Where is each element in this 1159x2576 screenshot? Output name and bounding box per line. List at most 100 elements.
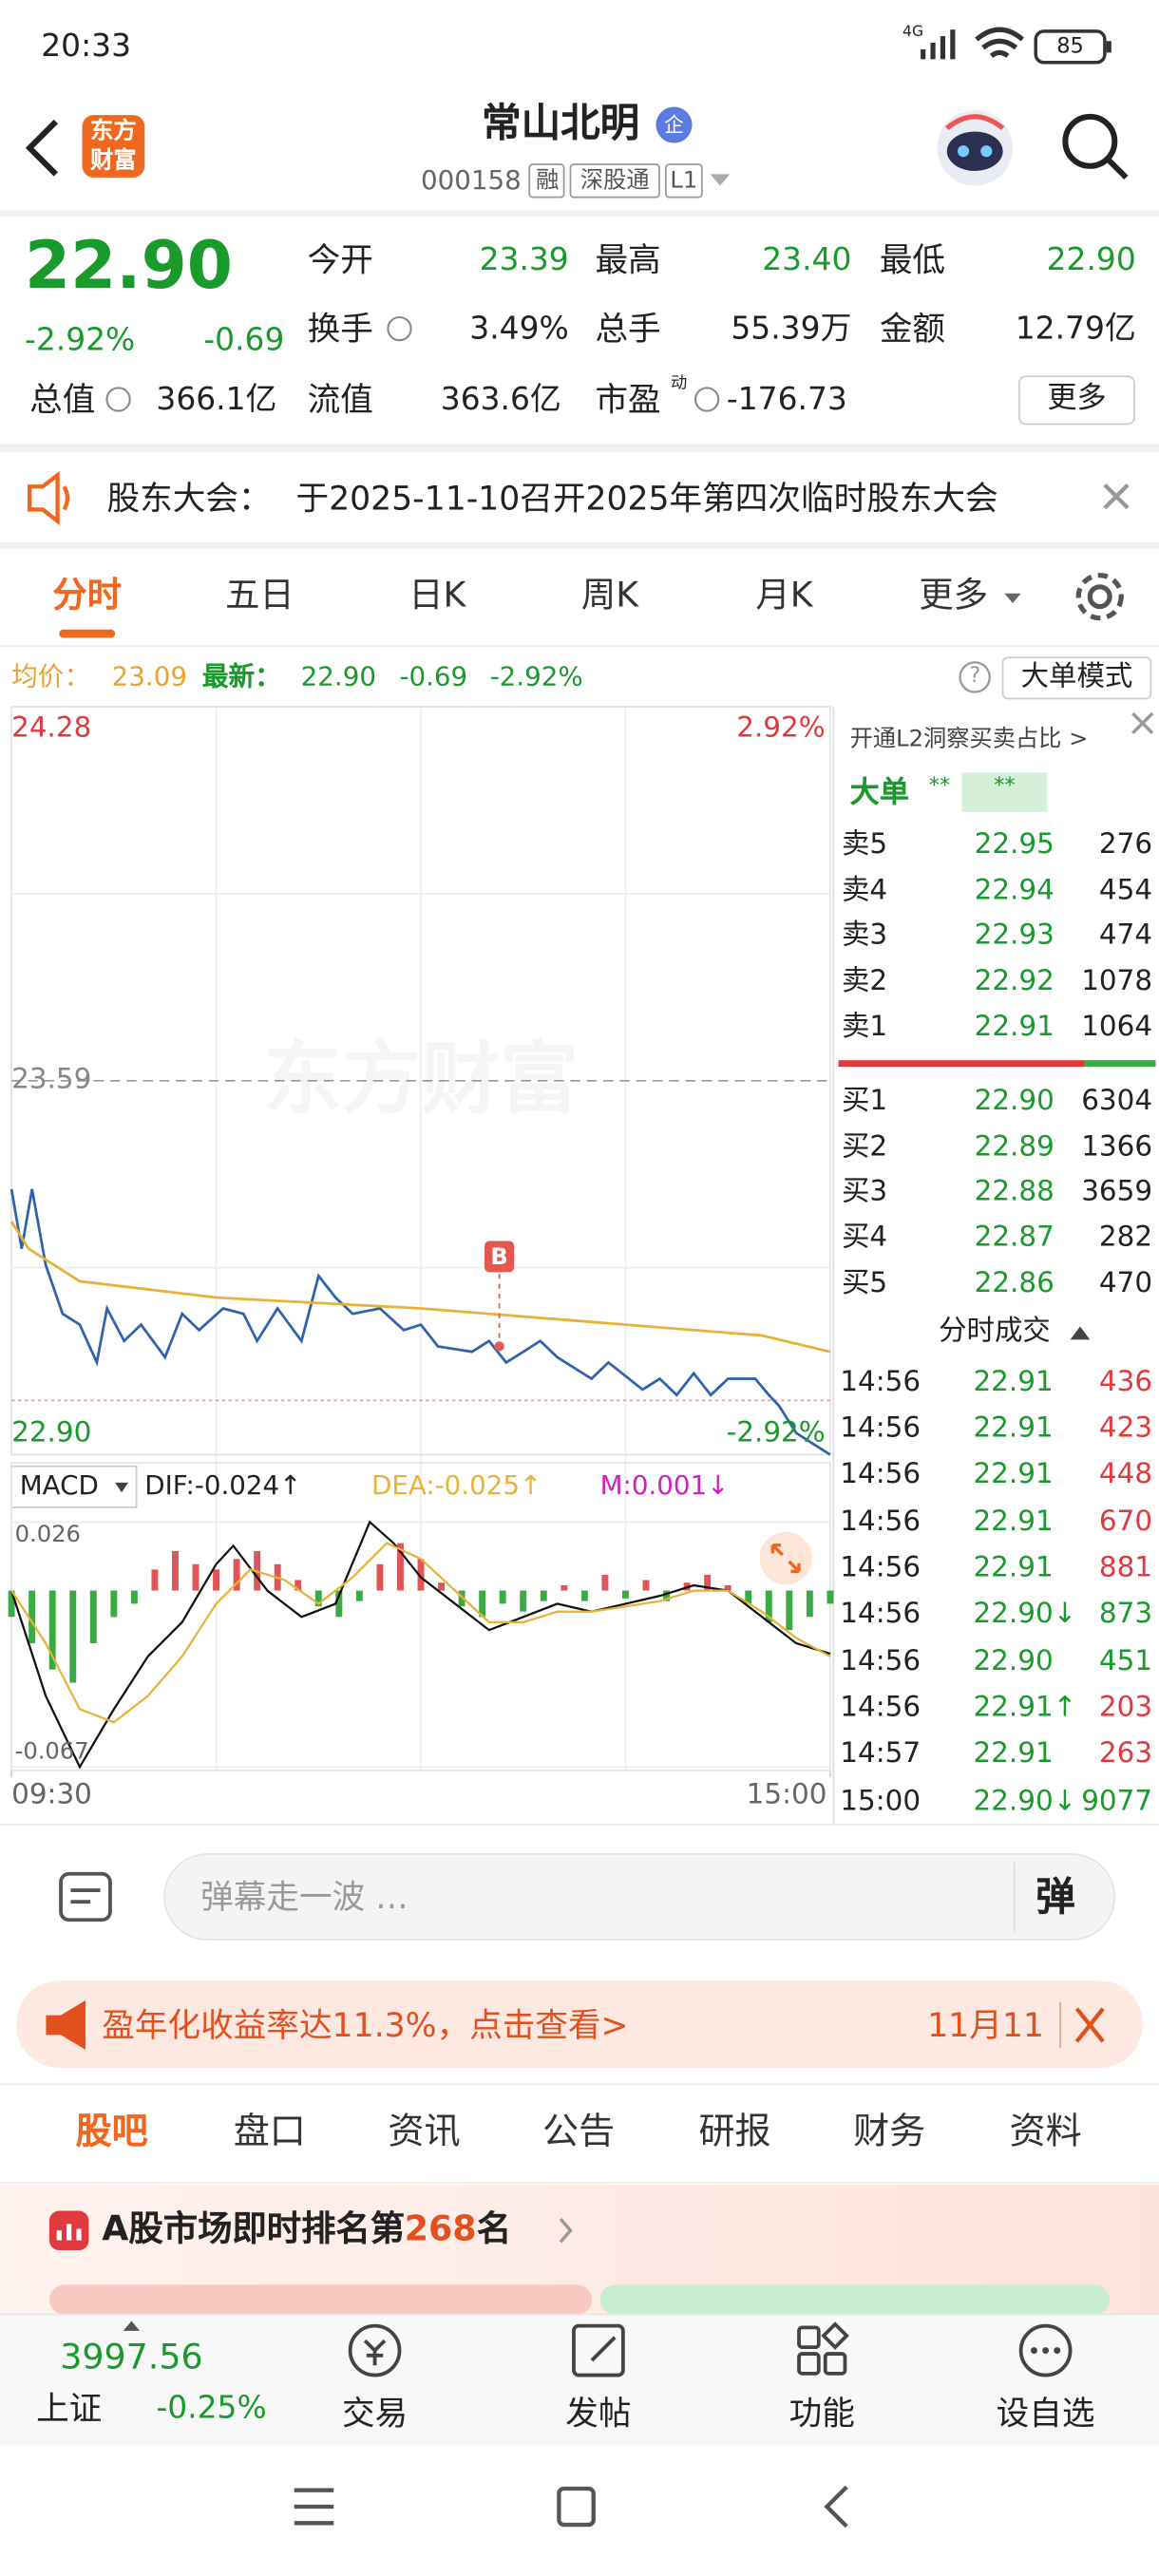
macd-bar xyxy=(397,1543,404,1591)
expand-button[interactable] xyxy=(759,1531,812,1585)
trade-price: 22.91 xyxy=(973,1365,1054,1399)
last-value: 22.90 xyxy=(300,661,376,693)
post-icon[interactable] xyxy=(572,2323,625,2377)
chart-tab[interactable]: 五日 xyxy=(225,576,294,616)
macd-legend: DIF:-0.024↑ xyxy=(144,1469,302,1502)
nav-item[interactable]: 设自选 xyxy=(996,2393,1095,2434)
notice-text[interactable]: 于2025-11-10召开2025年第四次临时股东大会 xyxy=(295,478,998,519)
index-name: 上证 xyxy=(36,2388,103,2428)
pe-type: 动 xyxy=(671,374,688,393)
chart-tab[interactable]: 周K xyxy=(580,576,639,616)
danmu-icon[interactable] xyxy=(59,1871,112,1923)
macd-bar xyxy=(642,1580,650,1591)
logo-text: 东方 xyxy=(90,117,137,144)
macd-bar xyxy=(438,1582,446,1591)
trade-volume: 436 xyxy=(1098,1365,1153,1399)
big-order-button[interactable] xyxy=(1001,656,1152,700)
notice-label: 股东大会： xyxy=(106,478,272,519)
trade-volume: 9077 xyxy=(1081,1784,1153,1818)
nav-item[interactable]: 功能 xyxy=(788,2393,855,2434)
trade-time: 14:56 xyxy=(840,1411,922,1446)
trade-time: 14:56 xyxy=(840,1551,922,1585)
info-tab[interactable]: 资讯 xyxy=(388,2112,461,2153)
function-icon[interactable] xyxy=(797,2325,821,2350)
more-button-label[interactable]: 更多 xyxy=(1047,381,1107,417)
info-tab[interactable]: 财务 xyxy=(853,2112,926,2153)
field-value: 23.40 xyxy=(762,240,852,277)
comment-placeholder[interactable]: 弹幕走一波 … xyxy=(200,1877,408,1917)
more-button[interactable] xyxy=(1018,375,1135,426)
trade-price: 22.90↓ xyxy=(973,1598,1077,1632)
level-price: 22.86 xyxy=(974,1267,1054,1300)
macd-legend: MACD xyxy=(19,1469,99,1502)
stock-code: 000158 xyxy=(421,164,522,197)
settings-button[interactable] xyxy=(1075,573,1124,621)
chart-tab[interactable]: 更多 xyxy=(919,576,989,616)
trade-price: 22.91 xyxy=(973,1505,1054,1539)
trade-volume: 670 xyxy=(1098,1505,1153,1539)
field-value: 3.49% xyxy=(469,310,569,347)
last-percent: -2.92% xyxy=(489,661,583,693)
y-tick-label: 23.59 xyxy=(11,1064,92,1097)
level-label: 买4 xyxy=(842,1222,888,1255)
macd-bar xyxy=(663,1590,671,1601)
level-label: 卖1 xyxy=(842,1011,888,1044)
danmu-button[interactable]: 弹 xyxy=(1036,1873,1075,1920)
system-nav[interactable] xyxy=(294,2485,848,2529)
trade-time: 14:57 xyxy=(840,1737,922,1771)
last-label: 最新： xyxy=(201,661,281,693)
info-tab[interactable]: 研报 xyxy=(698,2112,771,2153)
x-tick-label: 09:30 xyxy=(11,1778,92,1811)
trade-volume: 451 xyxy=(1098,1644,1153,1678)
trade-time: 14:56 xyxy=(840,1691,922,1725)
info-tab[interactable]: 资料 xyxy=(1009,2112,1082,2153)
level-volume: 3659 xyxy=(1081,1175,1153,1209)
trade-icon[interactable] xyxy=(348,2323,402,2377)
chart-tab[interactable]: 日K xyxy=(408,576,466,616)
pct-label: -2.92% xyxy=(726,1416,826,1449)
y-tick-label: -0.067 xyxy=(14,1738,89,1765)
close-notice[interactable] xyxy=(1103,483,1130,510)
level-volume: 454 xyxy=(1098,873,1153,907)
macd-bar xyxy=(314,1590,322,1607)
stock-name: 常山北明 xyxy=(482,99,640,146)
trade-time: 14:56 xyxy=(840,1458,922,1492)
l2-promo[interactable]: 开通L2洞察买卖占比 > xyxy=(849,726,1089,752)
trade-time: 14:56 xyxy=(840,1505,922,1539)
macd-bar xyxy=(520,1590,527,1612)
level-price: 22.95 xyxy=(974,827,1054,862)
level-volume: 276 xyxy=(1098,827,1153,862)
chart-tab[interactable]: 分时 xyxy=(52,576,123,616)
badge xyxy=(656,106,693,143)
macd-bar xyxy=(704,1574,712,1591)
field-label: 最高 xyxy=(595,239,661,280)
last-change: -0.69 xyxy=(399,661,468,693)
chart-tab[interactable]: 月K xyxy=(755,576,813,616)
level-volume: 1064 xyxy=(1081,1011,1153,1044)
info-tab[interactable]: 股吧 xyxy=(75,2112,148,2153)
big-order-mode[interactable]: 大单模式 xyxy=(1020,660,1133,693)
macd-bar xyxy=(355,1590,363,1601)
info-tab[interactable]: 盘口 xyxy=(233,2112,306,2153)
nav-item[interactable]: 交易 xyxy=(341,2393,408,2434)
watchlist-icon[interactable] xyxy=(1018,2323,1073,2377)
comment-input[interactable] xyxy=(163,1853,1116,1941)
search-button[interactable] xyxy=(1062,113,1129,180)
trade-price: 22.91 xyxy=(973,1551,1054,1585)
avg-value: 23.09 xyxy=(111,661,187,693)
assistant-avatar[interactable] xyxy=(937,109,1013,186)
macd-bar xyxy=(233,1559,240,1591)
trade-price: 22.91 xyxy=(973,1737,1054,1771)
back-button[interactable] xyxy=(25,119,58,177)
trade-price: 22.91↑ xyxy=(973,1691,1077,1725)
nav-item[interactable]: 发帖 xyxy=(565,2393,632,2434)
level-label: 买5 xyxy=(842,1267,888,1300)
battery-icon xyxy=(1034,29,1107,65)
trade-price: 22.90↓ xyxy=(973,1784,1077,1818)
ad-banner[interactable] xyxy=(16,1980,1143,2068)
info-tab[interactable]: 公告 xyxy=(542,2112,616,2153)
field-value: 363.6亿 xyxy=(440,380,561,417)
ad-text[interactable]: 盈年化收益率达11.3%，点击查看> xyxy=(102,2005,629,2045)
macd-bar xyxy=(130,1590,138,1604)
